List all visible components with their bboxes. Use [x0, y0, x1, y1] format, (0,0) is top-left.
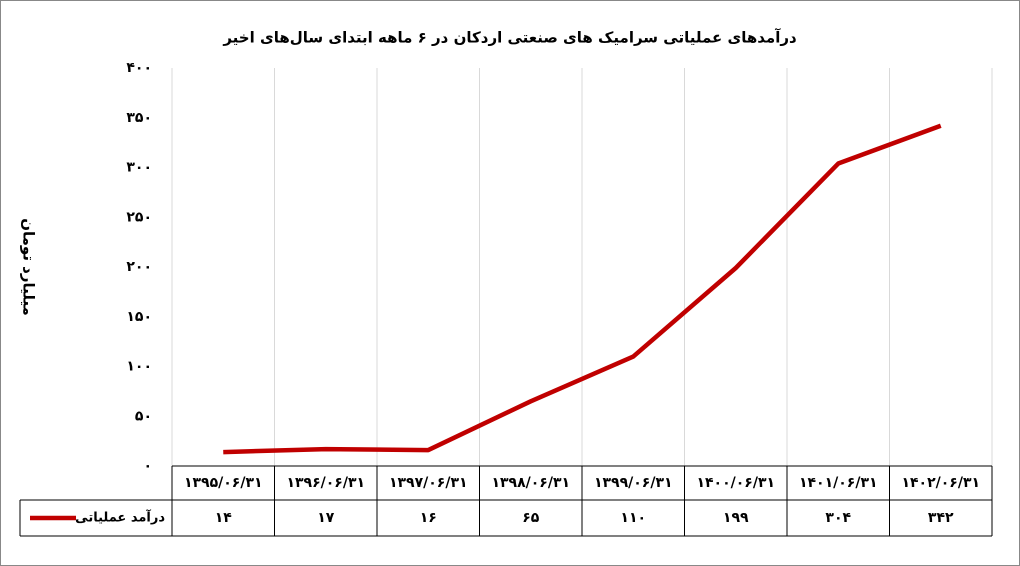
- x-tick-label: ۱۴۰۰/۰۶/۳۱: [696, 475, 775, 491]
- data-table-value: ۱۷: [317, 510, 335, 526]
- x-tick-label: ۱۴۰۱/۰۶/۳۱: [799, 475, 878, 491]
- data-table-value: ۱۱۰: [620, 510, 646, 526]
- x-tick-label: ۱۴۰۲/۰۶/۳۱: [901, 475, 980, 491]
- data-table-value: ۱۹۹: [723, 510, 749, 526]
- chart-title: درآمدهای عملیاتی سرامیک های صنعتی اردکان…: [222, 29, 797, 47]
- y-tick-label: ۰: [143, 458, 152, 474]
- data-table-value: ۱۴: [215, 510, 233, 526]
- y-axis-label: میلیارد تومان: [20, 218, 38, 316]
- data-table-value: ۱۶: [420, 510, 437, 526]
- y-tick-label: ۳۵۰: [126, 110, 152, 126]
- y-tick-label: ۱۰۰: [126, 359, 152, 375]
- data-table-value: ۳۴۲: [928, 510, 954, 526]
- y-tick-label: ۱۵۰: [126, 309, 152, 325]
- x-tick-label: ۱۳۹۶/۰۶/۳۱: [286, 475, 365, 491]
- data-table-value: ۳۰۴: [825, 510, 851, 526]
- y-tick-label: ۵۰: [135, 408, 152, 424]
- x-tick-label: ۱۳۹۷/۰۶/۳۱: [389, 475, 468, 491]
- x-tick-label: ۱۳۹۹/۰۶/۳۱: [594, 475, 673, 491]
- y-tick-label: ۲۵۰: [126, 209, 152, 225]
- x-tick-label: ۱۳۹۵/۰۶/۳۱: [184, 475, 263, 491]
- series-line: [223, 123, 942, 455]
- y-tick-label: ۲۰۰: [126, 259, 152, 275]
- data-table-value: ۶۵: [522, 510, 540, 526]
- y-tick-label: ۴۰۰: [126, 60, 152, 76]
- x-tick-label: ۱۳۹۸/۰۶/۳۱: [491, 475, 570, 491]
- legend-label: درآمد عملیاتی: [75, 509, 165, 526]
- y-tick-label: ۳۰۰: [126, 160, 152, 176]
